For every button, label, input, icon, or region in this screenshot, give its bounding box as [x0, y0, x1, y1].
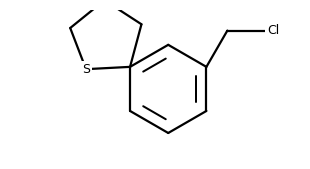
Text: Cl: Cl	[267, 24, 279, 37]
Text: S: S	[82, 63, 90, 76]
